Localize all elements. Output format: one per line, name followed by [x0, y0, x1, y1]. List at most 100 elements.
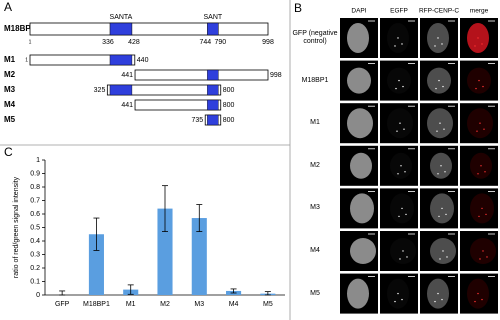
- row-label: M5: [310, 289, 320, 297]
- row-label: M18BP1: [301, 76, 329, 84]
- panel-label: A: [4, 0, 12, 14]
- position-label: 441: [121, 102, 133, 109]
- y-tick-label: 0.4: [30, 238, 40, 245]
- focus: [398, 79, 400, 82]
- x-tick-label: M5: [263, 301, 273, 308]
- position-label: 800: [223, 87, 235, 94]
- nucleus: [347, 23, 369, 53]
- focus: [475, 87, 477, 90]
- position-label: 998: [270, 72, 282, 79]
- x-tick-label: M18BP1: [83, 301, 110, 308]
- y-tick-label: 0.3: [30, 251, 40, 258]
- focus: [486, 256, 488, 258]
- micrograph: [380, 188, 418, 229]
- domain-box: [109, 22, 133, 36]
- focus: [445, 213, 447, 216]
- y-tick-label: 0.9: [30, 170, 40, 177]
- focus: [394, 300, 396, 303]
- y-tick-label: 1: [36, 157, 40, 164]
- construct-name: M1: [4, 55, 16, 64]
- column-header: merge: [470, 8, 489, 15]
- focus: [401, 207, 403, 210]
- focus: [442, 85, 444, 88]
- position-label: 800: [223, 102, 235, 109]
- focus: [401, 43, 403, 45]
- construct-name: M2: [4, 70, 16, 79]
- panel-label: C: [4, 145, 13, 159]
- nucleus: [350, 152, 372, 179]
- focus: [478, 79, 480, 82]
- micrograph: [380, 145, 418, 186]
- x-tick-label: M3: [194, 301, 204, 308]
- nucleus: [347, 108, 373, 139]
- focus: [476, 130, 478, 132]
- focus: [477, 37, 479, 39]
- focus: [397, 173, 399, 175]
- micrograph: [380, 273, 418, 314]
- construct-name: M4: [4, 100, 16, 109]
- micrograph: [380, 18, 418, 58]
- focus: [396, 130, 398, 132]
- position-label: 800: [223, 117, 235, 124]
- focus: [401, 298, 403, 301]
- focus: [440, 165, 442, 167]
- focus: [405, 213, 407, 216]
- focus: [443, 128, 445, 130]
- focus: [395, 87, 397, 90]
- position-label: 336: [102, 39, 114, 46]
- focus: [477, 292, 479, 295]
- domain-box: [109, 54, 133, 66]
- position-label: 441: [121, 72, 133, 79]
- row-label: M2: [310, 161, 320, 169]
- focus: [438, 79, 440, 82]
- domain-name: SANTA: [110, 14, 133, 21]
- micrograph: [380, 103, 418, 144]
- bar: [88, 234, 104, 295]
- column-header: DAPI: [351, 8, 366, 15]
- nucleus: [350, 238, 376, 264]
- x-tick-label: M4: [229, 301, 239, 308]
- focus: [398, 215, 400, 218]
- bar: [157, 208, 173, 295]
- x-tick-label: M1: [126, 301, 136, 308]
- focus: [441, 43, 443, 45]
- bar: [191, 218, 207, 295]
- focus: [435, 87, 437, 90]
- focus: [441, 298, 443, 301]
- focus: [436, 130, 438, 132]
- position-label: 1: [29, 39, 32, 45]
- focus: [481, 43, 483, 45]
- focus: [474, 45, 476, 47]
- domain-box: [207, 84, 219, 96]
- nucleus: [350, 193, 374, 224]
- focus: [434, 45, 436, 47]
- focus: [439, 258, 441, 260]
- focus: [397, 292, 399, 295]
- focus: [482, 250, 484, 252]
- focus: [477, 173, 479, 175]
- focus: [437, 292, 439, 295]
- focus: [438, 215, 440, 218]
- row-label: M3: [310, 204, 320, 212]
- construct-box: [134, 99, 222, 111]
- focus: [483, 128, 485, 130]
- focus: [480, 165, 482, 167]
- focus: [479, 258, 481, 260]
- position-label: 440: [137, 57, 149, 64]
- focus: [397, 37, 399, 39]
- y-tick-label: 0.1: [30, 278, 40, 285]
- protein-box: [29, 22, 269, 36]
- position-label: 744: [200, 39, 212, 46]
- focus: [437, 37, 439, 39]
- focus: [400, 165, 402, 167]
- x-tick-label: M2: [160, 301, 170, 308]
- nucleus: [347, 278, 369, 309]
- y-tick-label: 0.2: [30, 265, 40, 272]
- construct-box: [134, 69, 269, 81]
- y-tick-label: 0.7: [30, 197, 40, 204]
- focus: [446, 256, 448, 258]
- construct-box: [106, 84, 222, 96]
- y-tick-label: 0.6: [30, 211, 40, 218]
- focus: [399, 122, 401, 124]
